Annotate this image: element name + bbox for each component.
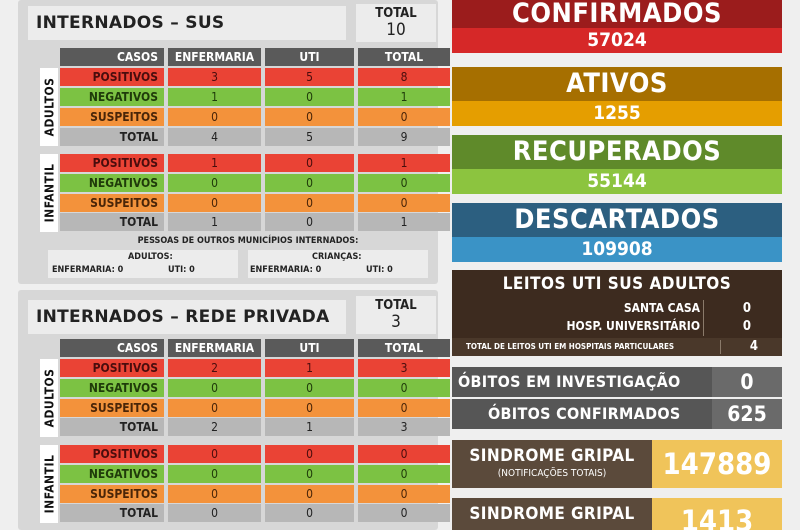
sindrome-gripal-card: SINDROME GRIPAL (NOTIFICAÇÕES TOTAIS) 14…	[452, 440, 782, 488]
privada-infantil-label: INFANTIL	[40, 445, 58, 523]
sindrome-gripal-sub: (NOTIFICAÇÕES TOTAIS)	[497, 468, 607, 479]
header-uti: UTI	[265, 48, 354, 66]
ativos-label: ATIVOS	[452, 67, 782, 101]
leitos-santa-casa-row: SANTA CASA 0	[452, 300, 782, 317]
particulares-label: TOTAL DE LEITOS UTI EM HOSPITAIS PARTICU…	[466, 342, 675, 351]
header-casos: CASOS	[60, 48, 164, 66]
ativos-value: 1255	[452, 101, 782, 126]
obitos-investigacao-value: 0	[712, 367, 782, 397]
outros-criancas-uti: UTI: 0	[366, 265, 393, 275]
ativos-card: ATIVOS 1255	[452, 67, 782, 126]
confirmados-label: CONFIRMADOS	[452, 0, 782, 28]
header-total: TOTAL	[358, 48, 450, 66]
privada-panel: INTERNADOS – REDE PRIVADA TOTAL 3 CASOS …	[18, 290, 450, 530]
outros-criancas-box	[248, 250, 428, 278]
outros-criancas-enfermaria: ENFERMARIA: 0	[250, 265, 322, 275]
confirmados-card: CONFIRMADOS 57024	[452, 0, 782, 53]
privada-adultos-label: ADULTOS	[40, 359, 58, 437]
sus-adultos-label: ADULTOS	[40, 68, 58, 146]
outros-adultos-label: ADULTOS:	[128, 252, 173, 262]
outros-criancas-label: CRIANÇAS:	[312, 252, 362, 262]
leitos-uti-card: LEITOS UTI SUS ADULTOS SANTA CASA 0 HOSP…	[452, 270, 782, 356]
leitos-divider	[703, 300, 704, 336]
leitos-hu-row: HOSP. UNIVERSITÁRIO 0	[452, 318, 782, 335]
header-enfermaria: ENFERMARIA	[168, 48, 261, 66]
sus-panel: INTERNADOS – SUS TOTAL 10 CASOS ENFERMAR…	[18, 0, 450, 284]
obitos-confirmados-value: 625	[712, 399, 782, 429]
header-casos: CASOS	[60, 339, 164, 357]
privada-total-value: 3	[391, 312, 401, 332]
sindrome-gripal-card-2: SINDROME GRIPAL 1413	[452, 498, 782, 530]
sus-total-box: TOTAL 10	[356, 4, 436, 42]
confirmados-value: 57024	[452, 28, 782, 53]
privada-total-label: TOTAL	[375, 298, 417, 313]
particulares-divider	[720, 340, 721, 354]
obitos-confirmados-label: ÓBITOS CONFIRMADOS	[488, 404, 681, 423]
outros-adultos-box	[48, 250, 238, 278]
sus-total-label: TOTAL	[375, 6, 417, 21]
privada-title: INTERNADOS – REDE PRIVADA	[28, 300, 346, 334]
descartados-card: DESCARTADOS 109908	[452, 203, 782, 262]
recuperados-label: RECUPERADOS	[452, 135, 782, 169]
particulares-value: 4	[749, 339, 758, 354]
sindrome-gripal-label: SINDROME GRIPAL	[469, 446, 635, 466]
leitos-title: LEITOS UTI SUS ADULTOS	[502, 274, 732, 294]
santa-casa-label: SANTA CASA	[623, 301, 700, 315]
descartados-value: 109908	[452, 237, 782, 262]
sindrome-gripal-value: 147889	[652, 440, 782, 488]
outros-municipios-title: PESSOAS DE OUTROS MUNICÍPIOS INTERNADOS:	[137, 236, 359, 246]
sindrome-gripal-value-2: 1413	[652, 498, 782, 530]
sus-total-value: 10	[386, 20, 406, 40]
obitos-confirmados-card: ÓBITOS CONFIRMADOS 625	[452, 399, 782, 429]
hu-value: 0	[742, 319, 752, 334]
descartados-label: DESCARTADOS	[452, 203, 782, 237]
obitos-investigacao-label: ÓBITOS EM INVESTIGAÇÃO	[458, 372, 681, 391]
privada-total-box: TOTAL 3	[356, 296, 436, 334]
recuperados-card: RECUPERADOS 55144	[452, 135, 782, 194]
recuperados-value: 55144	[452, 169, 782, 194]
obitos-investigacao-card: ÓBITOS EM INVESTIGAÇÃO 0	[452, 367, 782, 397]
sindrome-gripal-label-2: SINDROME GRIPAL	[469, 504, 635, 524]
header-uti: UTI	[265, 339, 354, 357]
outros-adultos-enfermaria: ENFERMARIA: 0	[52, 265, 124, 275]
hu-label: HOSP. UNIVERSITÁRIO	[566, 319, 701, 333]
sus-title: INTERNADOS – SUS	[28, 6, 346, 40]
header-total: TOTAL	[358, 339, 450, 357]
header-enfermaria: ENFERMARIA	[168, 339, 261, 357]
leitos-particulares-row: TOTAL DE LEITOS UTI EM HOSPITAIS PARTICU…	[452, 338, 782, 356]
outros-adultos-uti: UTI: 0	[168, 265, 195, 275]
santa-casa-value: 0	[742, 301, 752, 316]
sus-infantil-label: INFANTIL	[40, 154, 58, 232]
